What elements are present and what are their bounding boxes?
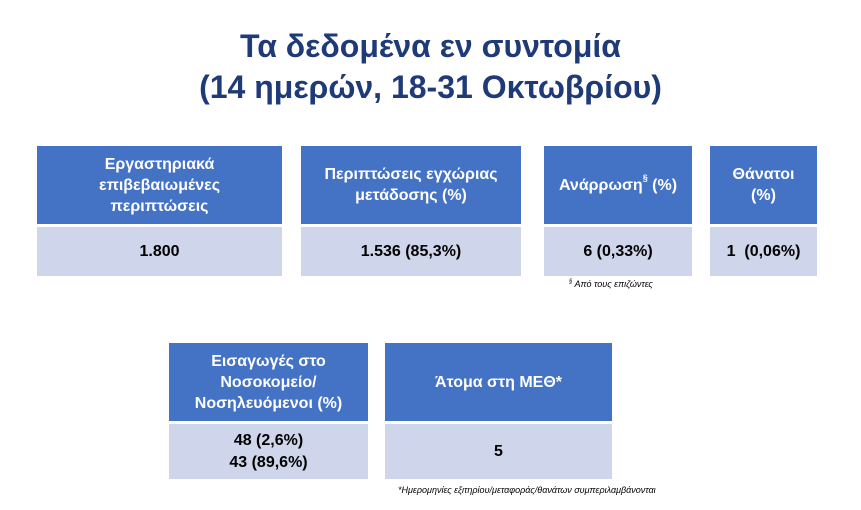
hospital-label-line-1: Εισαγωγές στο [211,352,326,370]
card-hospital: Εισαγωγές στο Νοσοκομείο/ Νοσηλευόμενοι … [169,343,368,479]
card-icu-header: Άτομα στη ΜΕΘ* [385,343,612,421]
divider [301,224,521,227]
divider [169,421,368,424]
card-confirmed-cases-header: Εργαστηριακά επιβεβαιωμένες περιπτώσεις [37,146,282,224]
dates-footnote: *Ημερομηνίες εξιτηρίου/μεταφοράς/θανάτων… [398,485,656,495]
card-local-transmission-header: Περιπτώσεις εγχώριας μετάδοσης (%) [301,146,521,224]
recovery-label: Ανάρρωση [558,176,643,194]
recovery-footnote-text: Από τους επιζώντες [572,279,653,289]
confirmed-label-line-2: επιβεβαιωμένες [98,176,221,194]
card-deaths: Θάνατοι (%) 1 (0,06%) [710,146,817,276]
recovery-value: 6 (0,33%) [583,242,653,260]
card-icu-value: 5 [385,424,612,479]
card-deaths-value: 1 (0,06%) [710,227,817,276]
deaths-label-line-2: (%) [751,187,776,204]
card-local-transmission-value: 1.536 (85,3%) [301,227,521,276]
card-recovery-value: 6 (0,33%) [544,227,692,276]
confirmed-label-line-3: περιπτώσεις [110,197,209,215]
deaths-label-line-1: Θάνατοι [732,166,795,183]
card-confirmed-cases: Εργαστηριακά επιβεβαιωμένες περιπτώσεις … [37,146,282,276]
page-title: Τα δεδομένα εν συντομία (14 ημερών, 18-3… [0,26,861,108]
deaths-value: 1 (0,06%) [726,242,801,260]
dates-footnote-text: *Ημερομηνίες εξιτηρίου/μεταφοράς/θανάτων… [398,485,656,495]
recovery-footnote-mark: § [642,173,648,184]
hospital-admissions-value: 48 (2,6%) [233,431,304,449]
card-recovery-header: Ανάρρωση§ (%) [544,146,692,224]
local-label-line-2: μετάδοσης (%) [355,187,467,204]
recovery-footnote-note-mark: § [569,279,573,285]
local-value: 1.536 (85,3%) [360,242,462,260]
local-label-line-1: Περιπτώσεις εγχώριας [324,166,498,183]
card-icu: Άτομα στη ΜΕΘ* 5 [385,343,612,479]
divider [544,224,692,227]
confirmed-label-line-1: Εργαστηριακά [104,155,215,173]
card-hospital-header: Εισαγωγές στο Νοσοκομείο/ Νοσηλευόμενοι … [169,343,368,421]
icu-value: 5 [494,442,503,460]
card-deaths-header: Θάνατοι (%) [710,146,817,224]
divider [385,421,612,424]
title-line-2: (14 ημερών, 18-31 Οκτωβρίου) [199,69,662,105]
divider [37,224,282,227]
title-line-1: Τα δεδομένα εν συντομία [240,28,621,64]
recovery-footnote: § Από τους επιζώντες [569,279,653,289]
card-hospital-value: 48 (2,6%) 43 (89,6%) [169,424,368,479]
hospital-label-line-2: Νοσοκομείο/ [220,373,317,391]
icu-label: Άτομα στη ΜΕΘ* [434,373,563,391]
card-confirmed-cases-value: 1.800 [37,227,282,276]
divider [710,224,817,227]
card-recovery: Ανάρρωση§ (%) 6 (0,33%) [544,146,692,276]
hospitalized-value: 43 (89,6%) [229,453,308,471]
card-local-transmission: Περιπτώσεις εγχώριας μετάδοσης (%) 1.536… [301,146,521,276]
recovery-label-unit: (%) [647,176,678,194]
hospital-label-line-3: Νοσηλευόμενοι (%) [194,394,343,412]
confirmed-value: 1.800 [139,242,180,260]
